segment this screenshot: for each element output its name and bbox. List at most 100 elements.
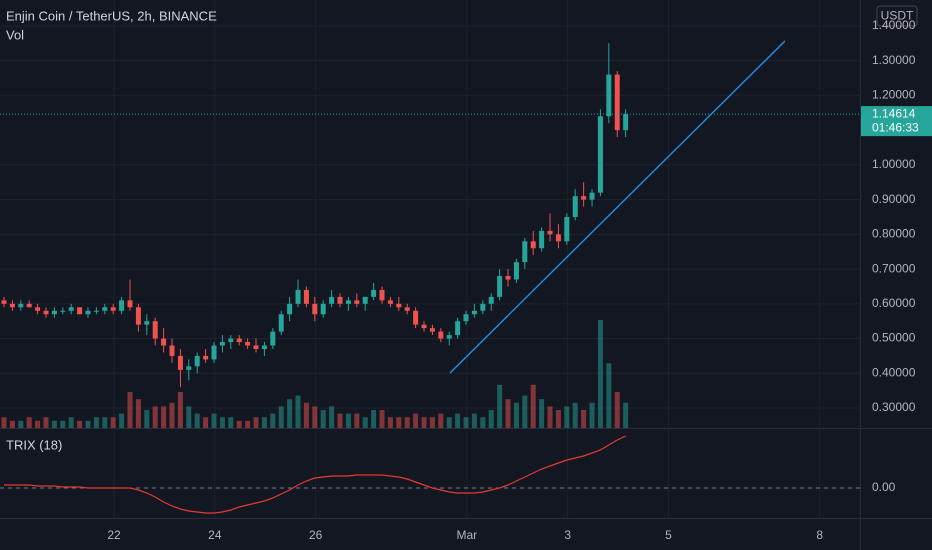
volume-bar bbox=[354, 413, 360, 428]
volume-bar bbox=[438, 413, 444, 428]
y-tick-label: 1.00000 bbox=[872, 157, 916, 171]
candle-body bbox=[564, 216, 570, 242]
volume-bar bbox=[135, 399, 141, 428]
candle-body bbox=[303, 289, 309, 304]
candle-body bbox=[438, 331, 444, 339]
y-tick-label: 0.90000 bbox=[872, 192, 916, 206]
volume-bar bbox=[488, 410, 494, 428]
volume-bar bbox=[228, 417, 234, 428]
volume-bar bbox=[35, 420, 41, 428]
volume-bar bbox=[60, 420, 66, 428]
candle-body bbox=[623, 114, 629, 131]
currency-label[interactable]: USDT bbox=[881, 9, 914, 23]
x-tick-label: 24 bbox=[208, 528, 222, 542]
candle-body bbox=[606, 74, 612, 117]
volume-bar bbox=[614, 392, 620, 428]
candle-body bbox=[211, 345, 217, 360]
volume-bar bbox=[245, 420, 251, 428]
candle-body bbox=[547, 230, 553, 235]
x-tick-label: Mar bbox=[457, 528, 478, 542]
candle-body bbox=[169, 345, 175, 356]
volume-bar bbox=[345, 413, 351, 428]
volume-bar bbox=[85, 420, 91, 428]
candle-body bbox=[287, 303, 293, 315]
volume-bar bbox=[623, 402, 629, 428]
x-tick-label: 8 bbox=[816, 528, 823, 542]
candle-body bbox=[228, 338, 234, 343]
volume-label: Vol bbox=[6, 27, 24, 42]
candle-body bbox=[18, 303, 24, 308]
candle-body bbox=[371, 289, 377, 297]
candle-body bbox=[387, 300, 393, 304]
chart-title: Enjin Coin / TetherUS, 2h, BINANCE bbox=[6, 8, 217, 23]
candle-body bbox=[219, 342, 225, 346]
volume-bar bbox=[555, 410, 561, 428]
volume-bar bbox=[1, 417, 7, 428]
volume-bar bbox=[522, 395, 528, 428]
volume-bar bbox=[211, 413, 217, 428]
volume-bar bbox=[270, 413, 276, 428]
candle-body bbox=[320, 303, 326, 315]
y-tick-label: 1.30000 bbox=[872, 53, 916, 67]
candle-body bbox=[119, 300, 125, 311]
candle-body bbox=[614, 74, 620, 131]
volume-bar bbox=[186, 406, 192, 428]
candle-body bbox=[245, 342, 251, 346]
volume-bar bbox=[110, 417, 116, 428]
volume-bar bbox=[589, 402, 595, 428]
volume-bar bbox=[194, 413, 200, 428]
candle-body bbox=[362, 296, 368, 304]
candle-body bbox=[77, 307, 83, 315]
volume-bar bbox=[606, 363, 612, 428]
candle-body bbox=[597, 116, 603, 193]
volume-bar bbox=[93, 417, 99, 428]
trix-tick-label: 0.00 bbox=[872, 480, 896, 494]
volume-bar bbox=[43, 417, 49, 428]
x-tick-label: 5 bbox=[665, 528, 672, 542]
volume-bar bbox=[572, 402, 578, 428]
candle-body bbox=[135, 307, 141, 325]
volume-bar bbox=[379, 410, 385, 428]
countdown-label: 01:46:33 bbox=[872, 120, 919, 134]
candle-body bbox=[513, 262, 519, 280]
volume-bar bbox=[119, 413, 125, 428]
candle-body bbox=[51, 310, 57, 315]
candle-body bbox=[589, 192, 595, 200]
volume-bar bbox=[261, 417, 267, 428]
volume-bar bbox=[177, 392, 183, 428]
volume-bar bbox=[144, 410, 150, 428]
trix-line bbox=[4, 435, 626, 514]
currency-button[interactable] bbox=[876, 5, 918, 27]
volume-bar bbox=[396, 417, 402, 428]
volume-bar bbox=[497, 384, 503, 428]
candle-body bbox=[110, 307, 116, 311]
volume-bar bbox=[455, 413, 461, 428]
candle-body bbox=[194, 355, 200, 367]
volume-bar bbox=[51, 420, 57, 428]
candle-body bbox=[581, 196, 587, 200]
candle-body bbox=[236, 338, 242, 343]
candle-body bbox=[9, 303, 15, 308]
candle-body bbox=[295, 289, 301, 304]
volume-bar bbox=[547, 406, 553, 428]
candle-body bbox=[60, 310, 66, 312]
volume-bar bbox=[471, 413, 477, 428]
candle-body bbox=[480, 303, 486, 311]
volume-bar bbox=[387, 417, 393, 428]
candle-body bbox=[345, 300, 351, 304]
y-tick-label: 0.40000 bbox=[872, 365, 916, 379]
candle-body bbox=[455, 321, 461, 336]
volume-bar bbox=[152, 406, 158, 428]
volume-bar bbox=[312, 406, 318, 428]
last-price-label: 1.14614 bbox=[872, 106, 916, 120]
candle-body bbox=[177, 355, 183, 370]
volume-bar bbox=[362, 417, 368, 428]
candle-body bbox=[85, 310, 91, 315]
volume-bar bbox=[581, 410, 587, 428]
candle-body bbox=[127, 300, 133, 308]
volume-bar bbox=[329, 406, 335, 428]
y-tick-label: 1.40000 bbox=[872, 18, 916, 32]
y-tick-label: 0.60000 bbox=[872, 296, 916, 310]
candle-body bbox=[555, 234, 561, 242]
